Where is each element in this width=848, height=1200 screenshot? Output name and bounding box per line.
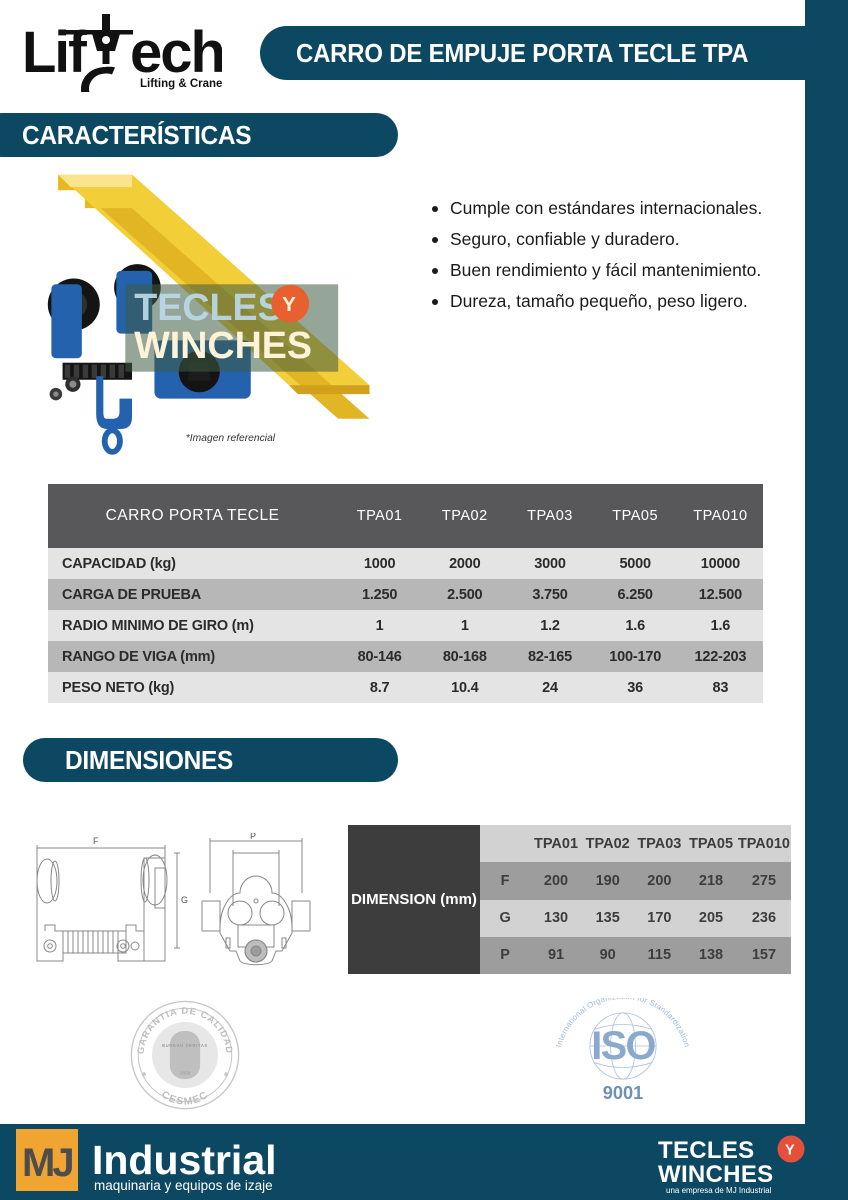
svg-text:WINCHES: WINCHES bbox=[134, 324, 312, 366]
svg-text:BUREAU VERITAS: BUREAU VERITAS bbox=[162, 1043, 208, 1048]
svg-text:TECLES: TECLES bbox=[658, 1137, 754, 1164]
svg-text:ISO: ISO bbox=[591, 1024, 655, 1068]
svg-text:TECLES: TECLES bbox=[134, 286, 282, 328]
svg-text:MJ: MJ bbox=[22, 1141, 72, 1185]
svg-text:una empresa de MJ Industrial: una empresa de MJ Industrial bbox=[666, 1186, 772, 1195]
svg-text:F: F bbox=[93, 836, 99, 846]
svg-text:ech: ech bbox=[130, 20, 222, 85]
svg-text:Y: Y bbox=[282, 293, 296, 316]
svg-text:1828: 1828 bbox=[180, 1070, 191, 1076]
svg-text:9001: 9001 bbox=[603, 1083, 643, 1103]
svg-text:*Imagen referencial: *Imagen referencial bbox=[186, 433, 276, 444]
svg-text:WINCHES: WINCHES bbox=[658, 1161, 773, 1188]
svg-text:maquinaria y equipos de izaje: maquinaria y equipos de izaje bbox=[94, 1178, 273, 1193]
svg-text:G: G bbox=[181, 895, 188, 905]
svg-text:Industrial: Industrial bbox=[92, 1137, 277, 1183]
svg-text:P: P bbox=[250, 833, 256, 841]
svg-text:Lifting & Crane Industry: Lifting & Crane Industry bbox=[140, 78, 222, 90]
svg-text:Y: Y bbox=[785, 1143, 795, 1159]
svg-text:Lif: Lif bbox=[22, 20, 88, 85]
